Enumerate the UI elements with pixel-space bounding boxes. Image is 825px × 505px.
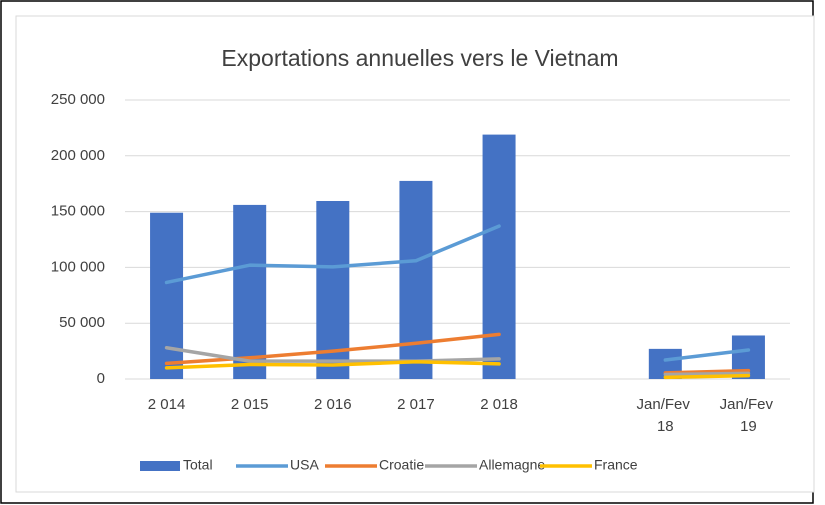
x-tick-label: Jan/Fev 18 [637,396,695,435]
line [164,346,751,377]
x-tick-label: Jan/Fev 19 [720,396,778,435]
y-tick-label: 200 000 [51,147,105,164]
y-tick-label: 250 000 [51,91,105,108]
x-tick-label: 2 016 [314,396,352,413]
y-tick-label: 150 000 [51,203,105,220]
bar [482,134,516,379]
bar [233,204,267,379]
bar [150,212,184,379]
y-tick-label: 50 000 [59,314,105,331]
line [164,359,751,380]
x-tick-label: 2 017 [397,396,435,413]
y-tick-label: 100 000 [51,258,105,275]
x-tick-label: 2 015 [231,396,269,413]
legend-label: France [594,457,638,473]
line [164,332,751,375]
y-tick-label: 0 [97,370,105,387]
bar [399,180,433,379]
x-tick-label: 2 018 [480,396,518,413]
legend-label: Total [183,457,213,473]
legend-label: Croatie [379,457,424,473]
legend-swatch [140,461,180,471]
chart-title: Exportations annuelles vers le Vietnam [221,45,618,71]
legend-label: Allemagne [479,457,545,473]
line [164,224,751,362]
x-tick-label: 2 014 [148,396,186,413]
legend-label: USA [290,457,319,473]
